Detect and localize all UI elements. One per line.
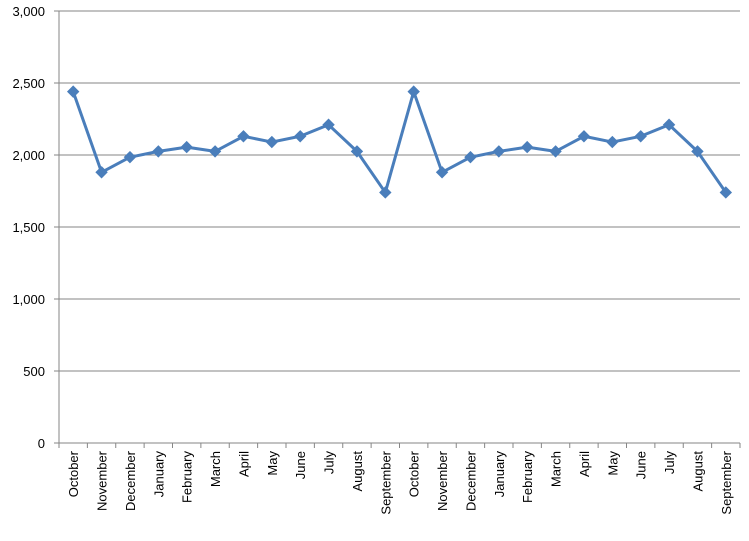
data-point-marker [435, 166, 449, 179]
data-point-marker [265, 135, 279, 149]
x-tick-label: July [662, 451, 677, 475]
x-tick-label: May [265, 451, 280, 476]
x-tick-label: October [66, 450, 81, 497]
data-point-marker [492, 145, 506, 158]
x-tick-label: March [549, 451, 564, 487]
x-tick-label: December [123, 450, 138, 511]
y-tick-label: 2,000 [12, 148, 45, 163]
x-tick-label: January [151, 451, 166, 498]
axes [54, 10, 741, 448]
y-tick-label: 0 [38, 436, 45, 451]
data-point-marker [322, 118, 335, 131]
x-tick-label: September [378, 450, 393, 514]
x-tick-label: September [719, 450, 734, 514]
x-tick-label: June [634, 451, 649, 479]
data-point-marker [719, 186, 733, 199]
y-tick-label: 1,500 [12, 220, 45, 235]
x-tick-label: April [236, 451, 251, 477]
x-tick-label: August [690, 451, 705, 492]
data-point-marker [237, 130, 250, 143]
data-point-marker [464, 150, 477, 164]
x-tick-label: August [350, 451, 365, 492]
data-point-marker [606, 135, 619, 149]
x-tick-label: November [95, 450, 110, 511]
data-point-marker [407, 85, 420, 98]
data-point-marker [520, 140, 534, 154]
y-tick-labels: 0 500 1,000 1,500 2,000 2,500 3,000 [12, 4, 45, 451]
x-tick-label: February [180, 451, 195, 504]
data-point-marker [95, 166, 108, 179]
data-point-marker [66, 85, 80, 98]
data-point-marker [634, 130, 647, 143]
data-point-marker [691, 145, 704, 158]
x-tick-label: July [322, 451, 337, 475]
x-tick-label: November [435, 450, 450, 511]
data-point-marker [577, 130, 591, 143]
gridlines [59, 10, 740, 372]
data-point-marker [123, 150, 137, 164]
data-point-marker [662, 118, 676, 131]
data-point-marker [208, 145, 222, 158]
data-point-marker [293, 130, 307, 143]
x-tick-label: April [577, 451, 592, 477]
x-tick-label: March [208, 451, 223, 487]
data-point-marker [350, 145, 364, 158]
data-point-marker [152, 145, 165, 158]
x-tick-label: January [492, 451, 507, 498]
data-point-marker [549, 145, 562, 158]
y-tick-label: 2,500 [12, 76, 45, 91]
data-point-marker [379, 186, 392, 199]
x-tick-labels: October November December January February Ma… [66, 450, 734, 514]
x-tick-label: May [605, 451, 620, 476]
y-tick-label: 500 [23, 364, 45, 379]
data-point-marker [180, 140, 193, 154]
y-tick-label: 3,000 [12, 4, 45, 19]
x-tick-label: June [293, 451, 308, 479]
series-line [71, 90, 728, 194]
x-tick-label: February [520, 451, 535, 504]
data-series [66, 85, 733, 199]
x-tick-label: December [463, 450, 478, 511]
x-tick-label: October [407, 450, 422, 497]
y-tick-label: 1,000 [12, 292, 45, 307]
